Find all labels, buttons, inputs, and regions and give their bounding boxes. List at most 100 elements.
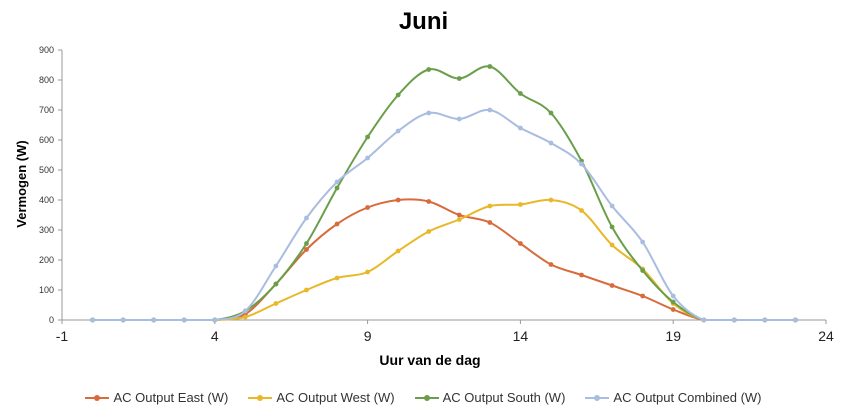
series-3-point [548, 140, 554, 146]
series-3-point [731, 317, 737, 323]
series-1-point [273, 301, 279, 306]
series-0-point [304, 247, 309, 252]
y-tick-label: 800 [39, 75, 54, 85]
series-2-point [518, 91, 523, 96]
y-tick-label: 200 [39, 255, 54, 265]
series-3-point [487, 107, 493, 113]
series-1-point [487, 203, 493, 209]
series-2-point [304, 241, 309, 246]
series-0-point [579, 272, 584, 278]
series-2-point [548, 110, 554, 116]
legend-swatch [248, 393, 273, 403]
series-line-1 [92, 198, 796, 322]
series-3-point [334, 179, 340, 185]
series-1-point [579, 208, 584, 213]
series-2-point [365, 134, 370, 140]
series-1-point [334, 275, 340, 281]
x-axis-label: Uur van de dag [379, 352, 481, 368]
x-tick-label: 4 [211, 328, 219, 344]
series-1-point [304, 287, 309, 293]
x-tick-label: 24 [818, 328, 834, 344]
series-1-point [456, 217, 462, 222]
y-tick-label: 600 [39, 135, 54, 145]
legend-swatch [585, 393, 610, 403]
series-3-point [579, 161, 584, 167]
series-2-point [487, 64, 493, 69]
series-1-point [365, 269, 370, 275]
series-line-0 [92, 198, 796, 322]
series-0-point [487, 220, 493, 225]
series-3-point [120, 317, 126, 323]
series-3-point [762, 317, 768, 323]
series-1-point [518, 202, 523, 207]
legend-swatch [414, 393, 439, 403]
series-2-point [670, 299, 676, 305]
legend: AC Output East (W) AC Output West (W) AC O… [0, 390, 847, 405]
series-3-point [273, 263, 279, 269]
series-2-point [426, 67, 432, 72]
series-0-point [518, 241, 523, 246]
series-3-point [701, 317, 707, 323]
series-3-point [151, 317, 157, 323]
series-0-point [548, 262, 554, 267]
series-2-point [395, 92, 401, 98]
y-tick-label: 400 [39, 195, 54, 205]
series-1-point [242, 314, 248, 320]
legend-label: AC Output Combined (W) [613, 390, 762, 405]
series-3-point [518, 125, 523, 131]
chart-title: Juni [398, 8, 449, 35]
series-3-point [456, 116, 462, 122]
y-tick-label: 300 [39, 225, 54, 235]
y-tick-label: 0 [49, 315, 54, 325]
legend-item: AC Output East (W) [85, 390, 228, 405]
x-tick-label: -1 [56, 328, 69, 344]
x-tick-label: 19 [665, 328, 681, 344]
series-1-point [426, 229, 432, 234]
series-3-point [640, 239, 646, 245]
legend-item: AC Output Combined (W) [585, 390, 762, 405]
series-3-point [670, 293, 676, 299]
legend-swatch [85, 393, 110, 403]
series-3-point [242, 308, 248, 314]
legend-label: AC Output West (W) [276, 390, 395, 405]
y-tick-label: 100 [39, 285, 54, 295]
series-1-point [548, 197, 554, 203]
series-0-point [456, 212, 462, 218]
series-2-point [640, 268, 646, 273]
series-3-point [426, 110, 432, 116]
series-3-point [365, 155, 370, 161]
legend-item: AC Output South (W) [414, 390, 566, 405]
series-3-point [212, 317, 218, 323]
legend-label: AC Output South (W) [442, 390, 566, 405]
legend-item: AC Output West (W) [248, 390, 395, 405]
y-tick-label: 700 [39, 105, 54, 115]
series-0-point [640, 293, 646, 299]
x-tick-label: 9 [364, 328, 372, 344]
series-0-point [609, 283, 615, 288]
series-1-point [609, 242, 615, 248]
y-tick-label: 900 [39, 45, 54, 55]
series-2-point [273, 281, 279, 287]
series-2-point [456, 76, 462, 81]
series-0-point [365, 205, 370, 210]
series-1-point [395, 248, 401, 254]
series-0-point [670, 307, 676, 312]
series-3-point [609, 203, 615, 209]
series-0-point [334, 221, 340, 227]
series-2-point [609, 224, 615, 230]
series-3-point [395, 128, 401, 134]
y-tick-label: 500 [39, 165, 54, 175]
series-3-point [181, 317, 187, 323]
series-line-2 [92, 65, 796, 322]
series-line-3 [92, 108, 796, 322]
series-3-point [304, 215, 309, 221]
series-0-point [426, 199, 432, 204]
series-0-point [395, 197, 401, 203]
legend-label: AC Output East (W) [113, 390, 229, 405]
series-2-point [334, 185, 340, 191]
series-3-point [793, 317, 798, 323]
series-3-point [90, 317, 95, 323]
x-tick-label: 14 [513, 328, 529, 344]
